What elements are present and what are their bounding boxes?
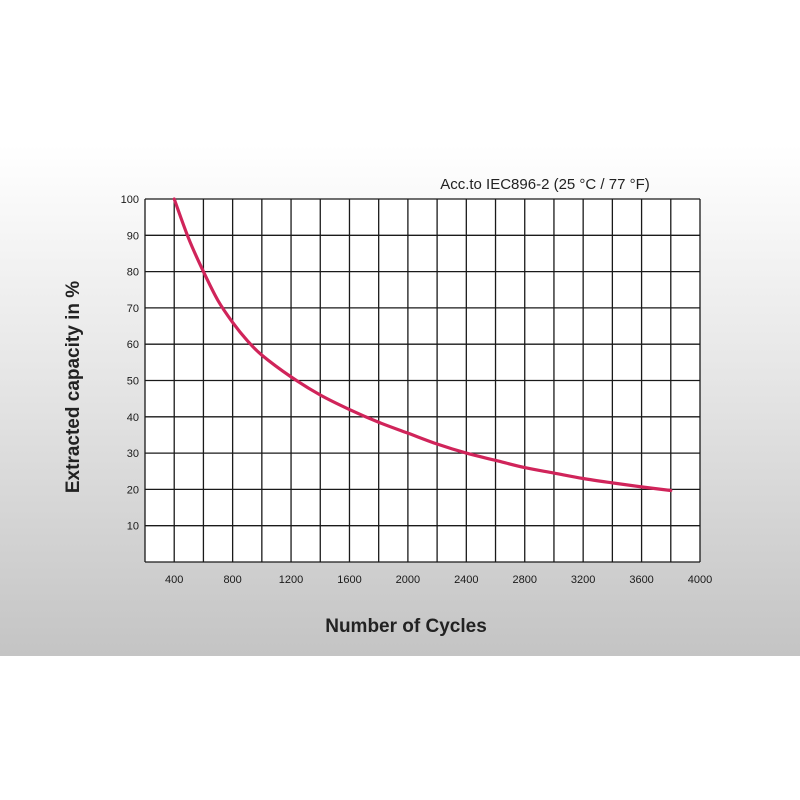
standard-annotation: Acc.to IEC896-2 (25 °C / 77 °F) — [440, 176, 650, 193]
x-axis-title: Number of Cycles — [325, 616, 487, 637]
x-tick-label: 2000 — [396, 574, 420, 586]
series-layer — [172, 197, 673, 493]
x-tick-label: 3200 — [571, 574, 595, 586]
y-tick-labels: 10 20 30 40 50 60 70 80 90 100 — [121, 194, 139, 533]
x-tick-label: 3600 — [629, 574, 653, 586]
x-tick-label: 4000 — [688, 574, 712, 586]
x-tick-label: 1200 — [279, 574, 303, 586]
y-axis-title: Extracted capacity in % — [63, 281, 84, 493]
y-tick-label: 80 — [127, 267, 139, 279]
y-tick-label: 40 — [127, 412, 139, 424]
x-tick-labels: 400 800 1200 1600 2000 2400 2800 3200 3600 4000 — [165, 574, 712, 586]
y-tick-label: 90 — [127, 230, 139, 242]
y-tick-label: 50 — [127, 376, 139, 388]
x-tick-label: 800 — [223, 574, 241, 586]
x-tick-label: 1600 — [337, 574, 361, 586]
y-tick-label: 20 — [127, 484, 139, 496]
x-tick-label: 400 — [165, 574, 183, 586]
y-tick-label: 10 — [127, 521, 139, 533]
capacity-curve — [172, 197, 673, 493]
y-tick-label: 60 — [127, 339, 139, 351]
y-tick-label: 30 — [127, 448, 139, 460]
x-tick-label: 2400 — [454, 574, 478, 586]
x-tick-label: 2800 — [512, 574, 536, 586]
y-tick-label: 100 — [121, 194, 139, 206]
grid — [144, 198, 701, 563]
y-tick-label: 70 — [127, 303, 139, 315]
